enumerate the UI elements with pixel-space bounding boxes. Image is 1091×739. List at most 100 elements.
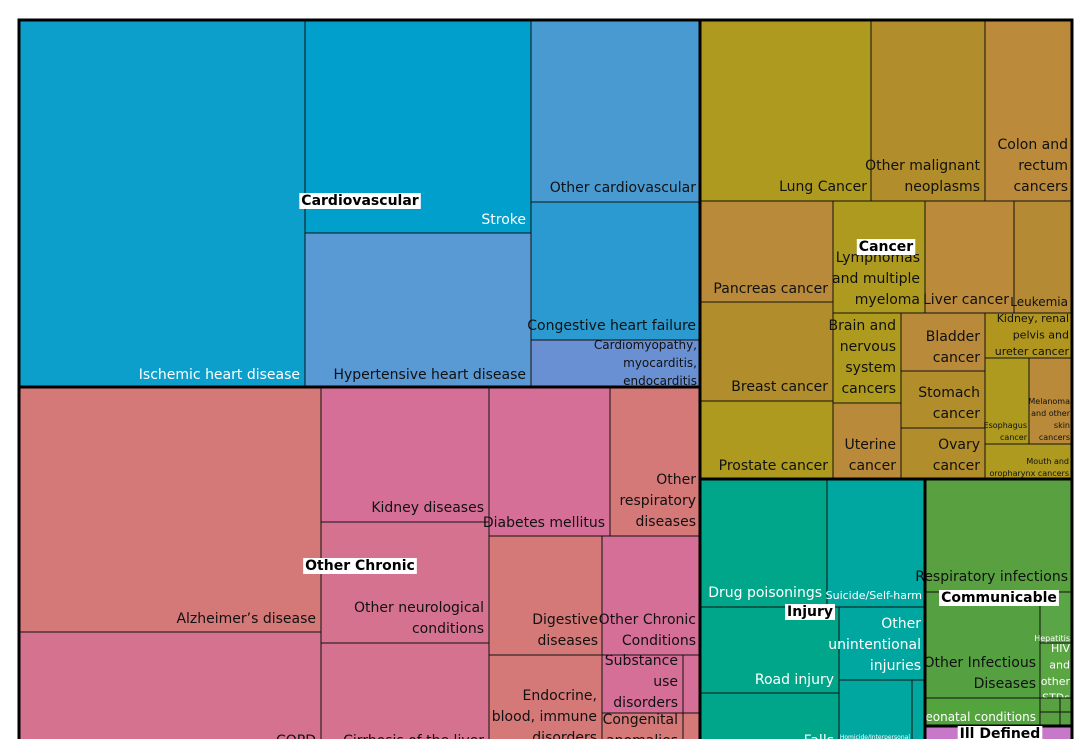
tile-bladder-cancer: [900, 312, 986, 372]
label-road-injury: Road injury: [755, 672, 834, 688]
tile-alzheimer-s-disease: [18, 386, 322, 633]
label-lung-cancer: Lung Cancer: [779, 179, 867, 195]
label-liver-cancer: Liver cancer: [923, 292, 1009, 308]
group-communicable: Respiratory infections Other Infectious Di…: [915, 477, 1074, 728]
group-label-injury: Injury: [787, 604, 833, 620]
label-uterine-cancer: Uterine cancer: [845, 437, 897, 474]
label-ischemic-heart-disease: Ischemic heart disease: [139, 367, 300, 383]
label-endocrine-blood-immune-disorders: Endocrine, blood, immune disorders: [492, 688, 597, 739]
label-other-malignant-neoplasms: Other malignant neoplasms: [865, 158, 980, 195]
label-other-chronic-conditions: Other Chronic Conditions: [599, 612, 696, 649]
label-leukemia: Leukemia: [1010, 295, 1068, 309]
tile-other-respiratory-diseases: [609, 386, 701, 537]
tile-lymphomas-and-multiple-myeloma: [832, 200, 926, 314]
label-alzheimer-s-disease: Alzheimer’s disease: [176, 611, 316, 627]
label-hepatitis: Hepatitis: [1034, 634, 1070, 643]
tile-road-injury: [699, 606, 840, 694]
label-congenital-anomalies: Congenitalanomalies: [603, 712, 678, 739]
group-label-communicable: Communicable: [941, 590, 1057, 606]
label-stomach-cancer: Stomach cancer: [918, 385, 980, 422]
tile-esophagus-cancer: [984, 357, 1030, 445]
tile-endocrine-blood-immune-disorders: [488, 654, 603, 739]
tile-respiratory-infections: [924, 478, 1073, 593]
label-esophagus-cancer: Esophagus cancer: [984, 421, 1028, 442]
tile-hypertensive-heart-disease: [304, 232, 532, 388]
group-label-cancer: Cancer: [859, 239, 913, 255]
label-kidney-diseases: Kidney diseases: [371, 500, 484, 516]
tile-congestive-heart-failure: [530, 201, 701, 341]
group-label-bg: [785, 604, 835, 620]
label-mouth-and-oropharynx-cancers: Mouth and oropharynx cancers: [990, 457, 1069, 478]
label-hypertensive-heart-disease: Hypertensive heart disease: [333, 367, 526, 383]
tile-falls: [699, 692, 840, 739]
label-colon-and-rectum-cancers: Colon and rectum cancers: [998, 137, 1068, 195]
label-stroke: Stroke: [481, 212, 526, 228]
tile-other-cardiovascular: [530, 19, 701, 203]
tile-lung-cancer: [699, 19, 872, 202]
group-cardiovascular: Ischemic heart disease Stroke Hypertensive…: [17, 18, 702, 389]
minor-tile: [1039, 711, 1061, 727]
label-copd: COPD: [276, 733, 316, 739]
tile-uterine-cancer: [832, 402, 902, 480]
tile-leukemia: [1013, 200, 1073, 314]
group-label-bg: [939, 590, 1059, 606]
label-ovary-cancer: Ovary cancer: [933, 437, 980, 474]
tile-other-infectious-diseases: [924, 591, 1041, 699]
label-bladder-cancer: Bladder cancer: [926, 329, 980, 366]
label-breast-cancer: Breast cancer: [731, 379, 828, 395]
tile-kidney-diseases: [320, 386, 490, 523]
group-label-other-chronic: Other Chronic: [305, 558, 415, 574]
minor-tile: [1059, 697, 1073, 713]
label-drug-poisonings: Drug poisonings: [708, 585, 822, 601]
label-brain-and-nervous-system-cancers: Brain and nervous system cancers: [829, 318, 897, 397]
label-cirrhosis-of-the-liver: Cirrhosis of the liver: [343, 733, 484, 739]
label-homicide-interpersonal-violence: Homicide/Interpersonal: [840, 734, 911, 739]
tile-liver-cancer: [924, 200, 1015, 314]
group-injury: Drug poisonings Suicide/Self-harm Road inj…: [698, 477, 927, 739]
tile-suicide-self-harm: [826, 478, 926, 608]
label-digestive-diseases: Digestive diseases: [532, 612, 598, 649]
group-label-bg: [303, 558, 417, 574]
minor-tile: [1059, 711, 1073, 727]
label-falls: Falls: [804, 733, 834, 739]
group-label-cardiovascular: Cardiovascular: [301, 193, 418, 209]
label-other-respiratory-diseases: Other respiratory diseases: [619, 472, 696, 530]
label-hiv-and-other-stds: HIVandotherSTDs: [1041, 642, 1071, 705]
label-other-infectious-diseases: Other Infectious Diseases: [923, 655, 1036, 692]
minor-tile: [682, 654, 701, 714]
tile-drug-poisonings: [699, 478, 828, 608]
group-label-bg: [856, 239, 916, 255]
label-cardiomyopathy-myocarditis-endocarditis: Cardiomyopathy, myocarditis, endocarditis: [594, 338, 697, 388]
tile-prostate-cancer: [699, 400, 834, 480]
minor-tile: [1039, 697, 1061, 713]
label-other-unintentional-injuries: Other unintentional injuries: [828, 616, 921, 674]
tile-digestive-diseases: [488, 535, 603, 656]
minor-tile: [682, 712, 701, 739]
group-label-ill-defined: Ill Defined: [960, 726, 1041, 739]
tile-ovary-cancer: [900, 427, 986, 480]
tile-other-unintentional-injuries: [838, 606, 926, 681]
minor-tile: [911, 679, 926, 739]
label-congestive-heart-failure: Congestive heart failure: [527, 318, 696, 334]
label-neonatal-conditions: Neonatal conditions: [916, 710, 1036, 724]
tile-diabetes-mellitus: [488, 386, 611, 537]
label-kidney-renal-pelvis-and-ureter-cancer: Kidney, renal pelvis and ureter cancer: [995, 312, 1070, 358]
label-prostate-cancer: Prostate cancer: [719, 458, 829, 474]
label-other-neurological-conditions: Other neurological conditions: [354, 600, 484, 637]
tile-breast-cancer: [699, 301, 834, 402]
label-other-cardiovascular: Other cardiovascular: [550, 180, 697, 196]
tile-colon-and-rectum-cancers: [984, 19, 1073, 202]
label-diabetes-mellitus: Diabetes mellitus: [483, 515, 605, 531]
tile-pancreas-cancer: [699, 200, 834, 303]
label-melanoma-and-other-skin-cancers: Melanoma and other skin cancers: [1028, 397, 1070, 442]
label-substance-use-disorders: Substance use disorders: [605, 653, 678, 711]
label-pancreas-cancer: Pancreas cancer: [713, 281, 828, 297]
group-label-bg: [299, 193, 421, 209]
group-label-bg: [957, 726, 1043, 739]
label-suicide-self-harm: Suicide/Self-harm: [826, 589, 922, 602]
tile-mouth-and-oropharynx-cancers: [984, 443, 1073, 480]
tile-ischemic-heart-disease: [18, 19, 306, 388]
label-respiratory-infections: Respiratory infections: [915, 569, 1068, 585]
